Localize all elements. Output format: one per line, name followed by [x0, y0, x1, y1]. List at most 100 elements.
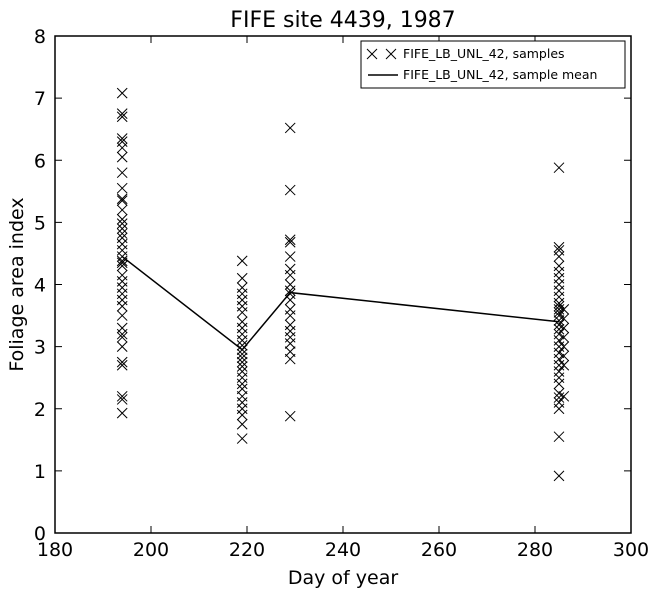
data-point	[116, 341, 128, 352]
x-tick-label: 300	[613, 539, 649, 561]
data-point	[284, 251, 296, 262]
x-axis-label: Day of year	[288, 567, 398, 589]
data-point	[553, 378, 565, 390]
y-tick-label: 5	[34, 212, 46, 234]
series-line-mean	[121, 255, 560, 351]
data-point	[236, 409, 248, 421]
y-tick-label: 7	[34, 88, 46, 110]
data-point	[558, 313, 570, 325]
data-point	[284, 285, 296, 297]
data-point	[116, 228, 128, 239]
data-point	[558, 341, 570, 352]
data-point	[236, 418, 248, 430]
legend-x-glyph	[385, 48, 397, 60]
data-point	[284, 310, 296, 321]
data-point	[558, 390, 570, 402]
x-tick-label: 240	[325, 539, 361, 561]
data-point	[236, 344, 248, 356]
data-point	[553, 241, 565, 253]
y-tick-label: 1	[34, 461, 46, 483]
data-point	[116, 331, 128, 343]
legend-marker-samples	[385, 48, 397, 60]
data-point	[284, 294, 296, 306]
data-point	[284, 353, 296, 365]
data-point	[553, 387, 565, 399]
data-point	[236, 307, 248, 318]
y-tick-label: 3	[34, 337, 46, 359]
data-point	[116, 87, 128, 99]
data-point	[553, 162, 565, 174]
data-point	[553, 307, 565, 318]
data-point	[116, 193, 128, 205]
plot-frame	[54, 35, 632, 534]
data-point	[284, 234, 296, 246]
data-point	[116, 407, 128, 419]
data-point	[116, 300, 128, 312]
data-point	[284, 122, 296, 134]
data-point	[116, 260, 128, 272]
legend-x-glyph	[366, 48, 378, 60]
data-point	[116, 195, 128, 206]
data-point	[116, 167, 128, 179]
data-point	[558, 350, 570, 362]
data-point	[116, 328, 128, 340]
data-point	[116, 111, 128, 123]
legend-label-mean: FIFE_LB_UNL_42, sample mean	[403, 67, 597, 82]
data-point	[116, 108, 128, 120]
data-point	[116, 213, 128, 225]
data-point	[116, 310, 128, 321]
data-point	[116, 257, 128, 269]
legend-box	[360, 40, 626, 89]
data-point	[116, 218, 128, 229]
data-point	[116, 182, 128, 194]
legend-label-samples: FIFE_LB_UNL_42, samples	[403, 46, 565, 61]
data-point	[284, 184, 296, 196]
data-point	[284, 236, 296, 248]
data-point	[116, 133, 128, 144]
x-tick-label: 280	[517, 539, 553, 561]
data-point	[236, 272, 248, 284]
data-point	[116, 255, 128, 267]
y-tick-label: 2	[34, 399, 46, 421]
y-tick-label: 8	[34, 26, 46, 48]
data-point	[236, 352, 248, 364]
axis-ticks: 180 200 220 240 260 280 300 0 1 2 3 4 5 6 7 8	[34, 26, 649, 561]
data-point	[236, 433, 248, 444]
legend-marker-samples	[366, 48, 378, 60]
data-point	[553, 319, 565, 331]
data-point	[236, 383, 248, 395]
data-point	[236, 348, 248, 360]
data-point	[236, 361, 248, 372]
data-point	[236, 255, 248, 267]
x-tick-label: 220	[229, 539, 265, 561]
data-point	[116, 223, 128, 234]
legend: FIFE_LB_UNL_42, samples FIFE_LB_UNL_42, …	[360, 40, 626, 89]
data-point	[116, 142, 128, 154]
data-point	[553, 431, 565, 443]
data-point	[116, 394, 128, 405]
data-point	[116, 390, 128, 402]
data-point	[116, 359, 128, 371]
data-point	[284, 346, 296, 357]
chart-title: FIFE site 4439, 1987	[230, 8, 455, 33]
data-point	[284, 269, 296, 281]
y-tick-label: 0	[34, 523, 46, 545]
x-tick-label: 200	[133, 539, 169, 561]
data-point	[558, 303, 570, 315]
data-point	[284, 410, 296, 422]
data-point	[553, 251, 565, 262]
data-point	[116, 204, 128, 216]
data-point	[236, 335, 248, 346]
y-tick-label: 4	[34, 275, 46, 297]
data-point	[284, 338, 296, 349]
data-point	[558, 322, 570, 334]
plot-data	[116, 87, 570, 482]
y-tick-label: 6	[34, 150, 46, 172]
y-axis-label: Foliage area index	[6, 197, 28, 371]
data-point	[236, 340, 248, 351]
x-tick-label: 180	[37, 539, 73, 561]
data-point	[558, 331, 570, 343]
data-point	[236, 356, 248, 368]
